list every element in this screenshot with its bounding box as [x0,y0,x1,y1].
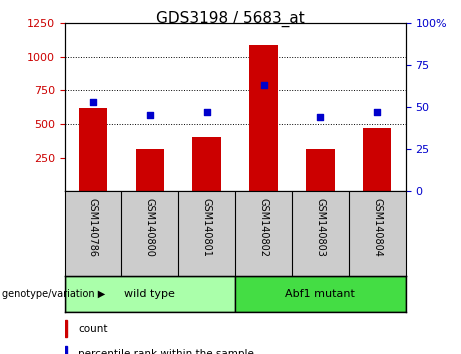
Bar [193,137,221,191]
Bar [79,108,107,191]
Point [373,109,381,115]
Text: GSM140786: GSM140786 [88,198,98,257]
Bar [363,128,391,191]
Text: percentile rank within the sample: percentile rank within the sample [78,349,254,354]
Bar [306,149,335,191]
Point [317,114,324,120]
Text: GSM140800: GSM140800 [145,198,155,257]
Text: GSM140803: GSM140803 [315,198,325,257]
Text: count: count [78,324,108,333]
Bar [249,45,278,191]
Bar [136,149,164,191]
Bar [65,276,235,312]
Point [146,113,154,118]
Point [89,99,97,105]
Text: GSM140802: GSM140802 [259,198,269,257]
Text: GSM140804: GSM140804 [372,198,382,257]
Bar [235,276,406,312]
Text: GDS3198 / 5683_at: GDS3198 / 5683_at [156,11,305,27]
Text: Abf1 mutant: Abf1 mutant [285,289,355,299]
Bar [65,346,67,354]
Point [203,109,210,115]
Text: wild type: wild type [124,289,175,299]
Text: GSM140801: GSM140801 [201,198,212,257]
Text: genotype/variation ▶: genotype/variation ▶ [2,289,106,299]
Point [260,82,267,88]
Bar [65,320,67,337]
